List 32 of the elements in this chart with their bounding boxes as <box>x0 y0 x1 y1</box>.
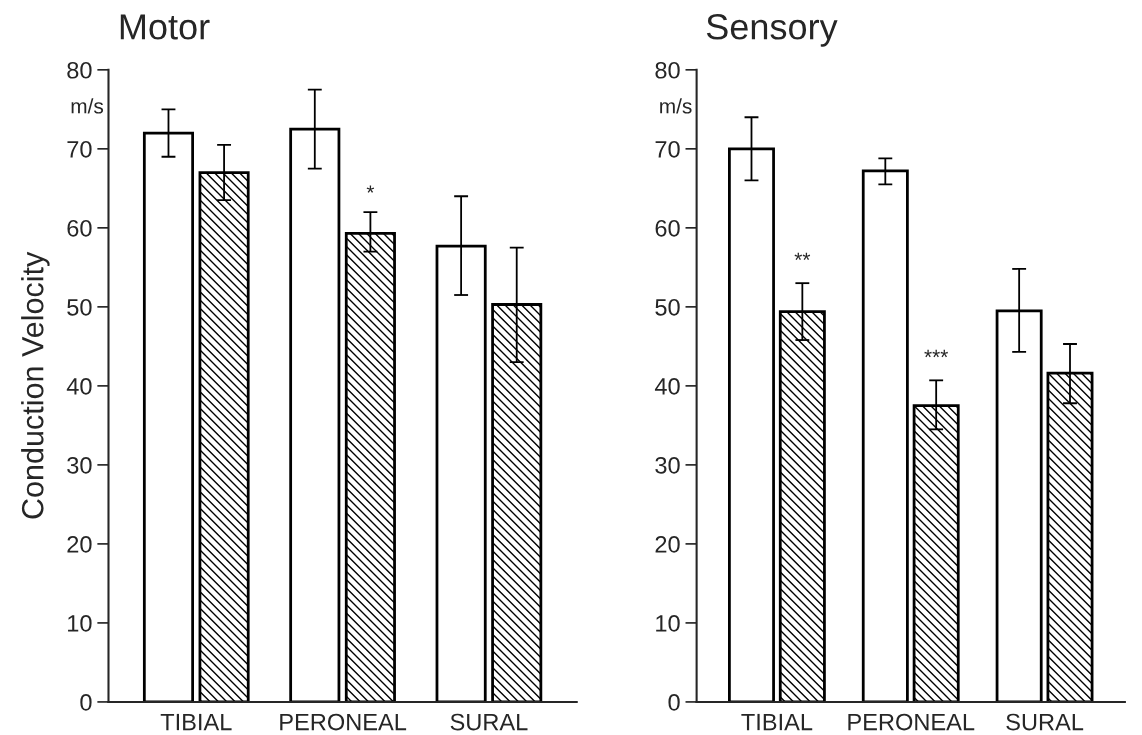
x-tick-label: TIBIAL <box>160 713 232 731</box>
annotation: *** <box>924 349 949 358</box>
x-tick-label: PERONEAL <box>280 713 407 731</box>
y-tick-label: 60 <box>67 219 92 237</box>
x-tick-label: SURAL <box>1006 713 1084 731</box>
y-tick-label: 20 <box>67 535 92 553</box>
text: m/s <box>71 98 104 114</box>
y-tick-label: 10 <box>68 614 92 632</box>
annotation: * <box>366 185 375 193</box>
annotation: ** <box>794 252 811 260</box>
y-tick-label: 10 <box>656 614 680 632</box>
x-tick-label: SURAL <box>450 713 528 731</box>
y-tick-label: 70 <box>655 140 680 158</box>
y-tick-label: 70 <box>67 140 92 158</box>
y-tick-label: 40 <box>654 377 680 395</box>
y-tick-label: 50 <box>655 298 680 316</box>
x-tick-label: TIBIAL <box>741 713 813 731</box>
x-tick-label: PERONEAL <box>848 713 975 731</box>
chart-title: Motor <box>120 14 210 40</box>
y-tick-label: 20 <box>655 535 680 553</box>
y-tick-label: 60 <box>655 219 680 237</box>
chart-title: Sensory <box>706 14 838 47</box>
y-tick-label: 40 <box>66 377 92 395</box>
y-tick-label: 0 <box>80 693 92 711</box>
text: m/s <box>660 98 692 114</box>
y-tick-label: 50 <box>67 298 92 316</box>
y-axis-title: Conduction Velocity <box>21 251 50 519</box>
y-tick-label: 30 <box>655 456 680 474</box>
y-tick-label: 30 <box>67 456 92 474</box>
y-tick-label: 80 <box>67 61 92 79</box>
y-tick-label: 80 <box>655 61 680 79</box>
y-tick-label: 0 <box>668 693 680 711</box>
